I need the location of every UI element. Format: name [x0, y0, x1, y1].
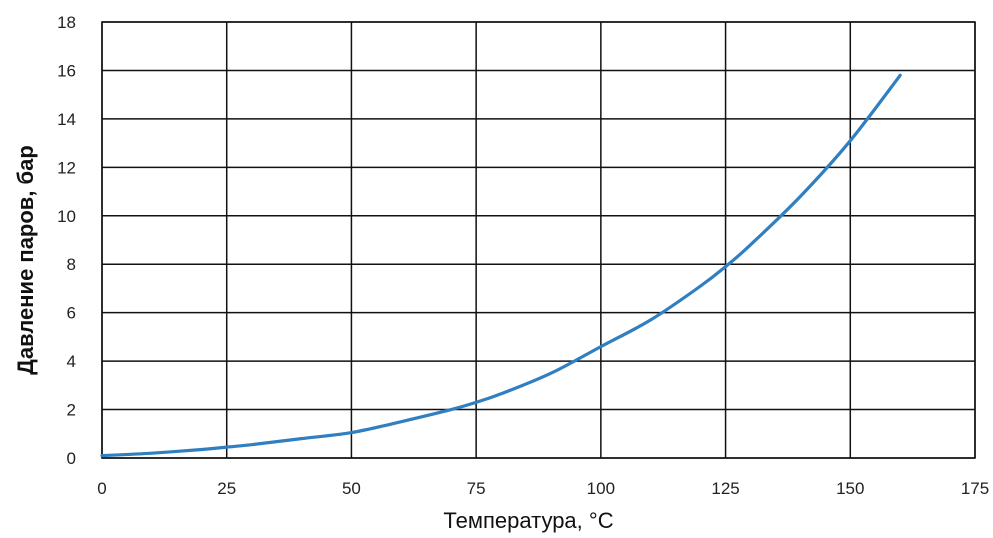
y-tick-label: 8	[67, 255, 76, 274]
y-tick-label: 14	[57, 110, 76, 129]
x-tick-label: 75	[467, 479, 486, 498]
x-tick-label: 25	[217, 479, 236, 498]
y-tick-label: 4	[67, 352, 76, 371]
y-tick-label: 12	[57, 158, 76, 177]
plot-frame	[101, 21, 976, 459]
y-tick-label: 10	[57, 207, 76, 226]
y-tick-label: 18	[57, 13, 76, 32]
x-axis-ticks: 0 25 50 75 100 125 150 175	[97, 479, 989, 498]
y-tick-label: 16	[57, 61, 76, 80]
grid	[101, 21, 976, 459]
y-axis-label: Давление паров, бар	[13, 145, 38, 375]
x-tick-label: 0	[97, 479, 106, 498]
x-tick-label: 150	[836, 479, 864, 498]
series-line	[100, 73, 902, 458]
x-tick-label: 175	[961, 479, 989, 498]
y-tick-label: 6	[67, 304, 76, 323]
x-tick-label: 125	[711, 479, 739, 498]
x-tick-label: 50	[342, 479, 361, 498]
y-tick-label: 0	[67, 449, 76, 468]
y-tick-label: 2	[67, 401, 76, 420]
y-axis-ticks: 0 2 4 6 8 10 12 14 16 18	[57, 13, 76, 468]
x-axis-label: Температура, °C	[443, 508, 613, 533]
x-tick-label: 100	[587, 479, 615, 498]
